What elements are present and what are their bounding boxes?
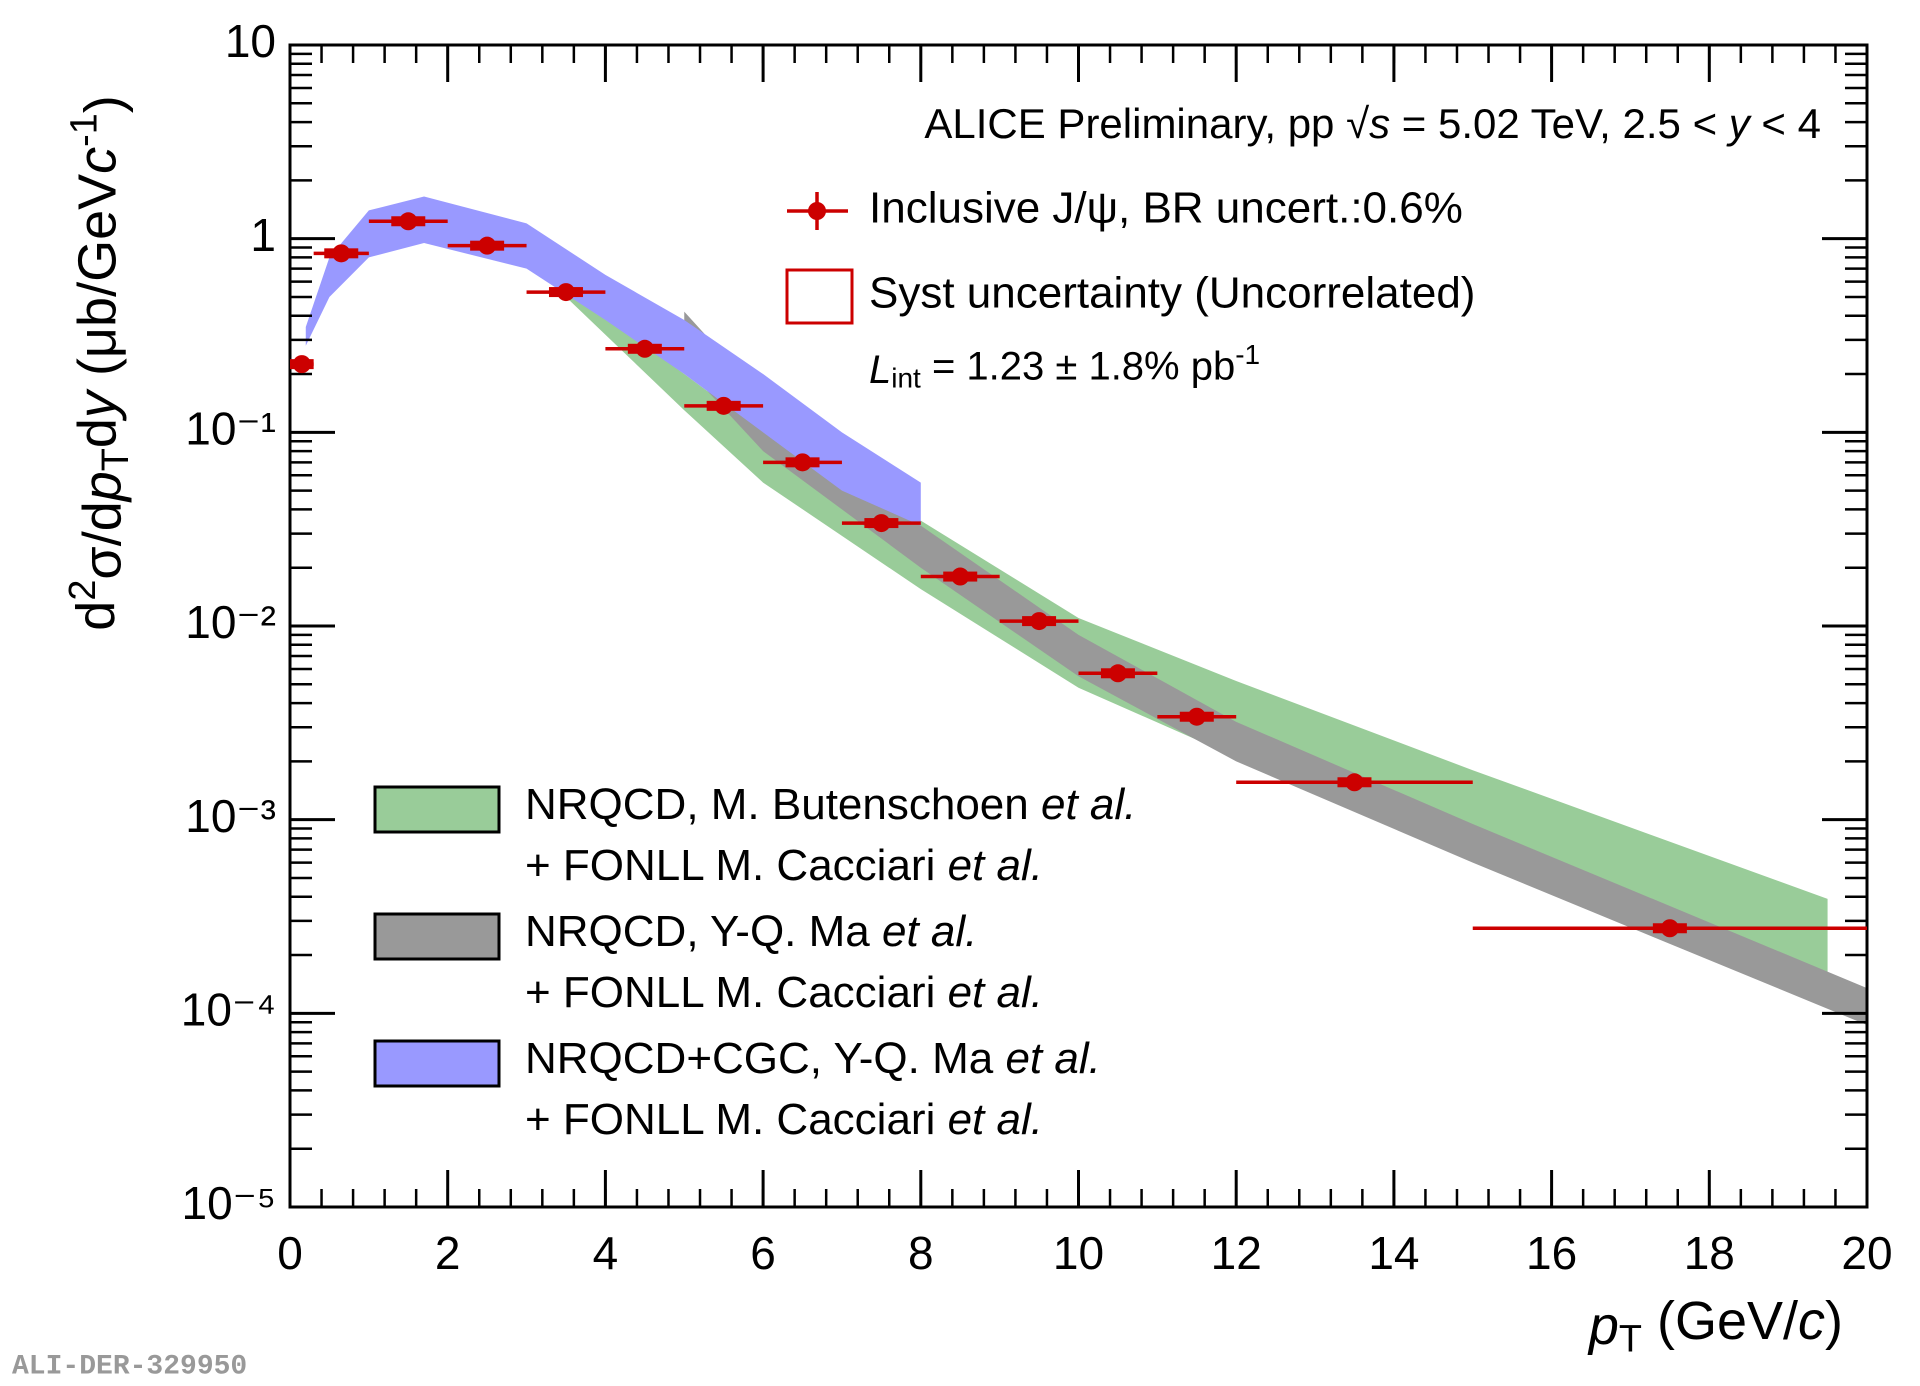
data-point <box>1345 773 1364 792</box>
data-point <box>872 514 891 533</box>
legend-swatch <box>373 1039 501 1088</box>
y-axis-label-part: T <box>95 448 137 471</box>
data-point <box>556 283 575 302</box>
legend-label: NRQCD+CGC, Y-Q. Ma et al. <box>525 1034 1101 1083</box>
annotation-part: < 4 <box>1750 100 1821 147</box>
watermark: ALI-DER-329950 <box>12 1351 247 1382</box>
y-tick-label: 10⁻⁵ <box>181 1177 276 1229</box>
y-tick-label: 10 <box>225 15 276 67</box>
y-tick-label: 1 <box>250 209 276 261</box>
annotation-part: = 5.02 TeV, 2.5 < <box>1390 100 1729 147</box>
x-tick-label: 10 <box>1053 1227 1104 1279</box>
data-point <box>332 244 351 263</box>
x-tick-label: 2 <box>435 1227 461 1279</box>
lumi-part: int <box>891 363 921 394</box>
legend-label: Syst uncertainty (Uncorrelated) <box>869 269 1475 318</box>
y-axis-label-part: c <box>68 147 128 174</box>
x-tick-label: 6 <box>750 1227 776 1279</box>
y-axis-label-part: (μb/GeV <box>68 174 128 391</box>
y-axis-label-part: σ/d <box>73 501 133 579</box>
data-point <box>793 453 812 472</box>
y-tick-label: 10⁻¹ <box>185 402 276 454</box>
x-axis-label-part: (GeV/ <box>1642 1291 1798 1351</box>
legend-label: NRQCD, Y-Q. Ma et al. <box>525 907 977 956</box>
data-point <box>1108 664 1127 683</box>
x-tick-label: 14 <box>1368 1227 1419 1279</box>
legend-label: + FONLL M. Cacciari et al. <box>525 841 1043 890</box>
annotation-part: ALICE Preliminary, pp <box>924 100 1346 147</box>
x-tick-label: 0 <box>277 1227 303 1279</box>
x-axis-label-part: T <box>1619 1318 1642 1360</box>
model-band <box>684 311 1867 1026</box>
data-point <box>1187 707 1206 726</box>
data-point <box>399 212 418 231</box>
y-axis-label-part: d <box>68 418 128 448</box>
data-point <box>1660 919 1679 938</box>
legend-label: NRQCD, M. Butenschoen et al. <box>525 780 1136 829</box>
x-tick-label: 18 <box>1684 1227 1735 1279</box>
legend-marker <box>808 202 826 220</box>
y-axis-label-part: ) <box>74 95 134 113</box>
x-tick-label: 16 <box>1526 1227 1577 1279</box>
legend-label: Inclusive J/ψ, BR uncert.:0.6% <box>869 184 1463 233</box>
data-point <box>292 355 311 374</box>
legend-label: + FONLL M. Cacciari et al. <box>525 1095 1043 1144</box>
y-axis-label-part: d <box>66 601 126 631</box>
legend-swatch <box>373 912 501 961</box>
x-tick-label: 20 <box>1841 1227 1892 1279</box>
data-point <box>714 396 733 415</box>
y-axis-label-part: y <box>68 388 128 422</box>
x-axis-label: pT (GeV/c) <box>1587 1291 1843 1360</box>
y-tick-label: 10⁻⁴ <box>181 983 276 1035</box>
y-tick-label: 10⁻² <box>185 596 276 648</box>
annotation-part: √ <box>1346 100 1370 147</box>
y-axis-label-part: -1 <box>63 113 105 147</box>
annotation-part: s <box>1369 100 1390 147</box>
legend-swatch <box>373 785 501 834</box>
data-point <box>635 339 654 358</box>
lumi-part: -1 <box>1235 340 1260 371</box>
y-tick-label: 10⁻³ <box>185 790 276 842</box>
x-axis-label-part: c <box>1798 1291 1825 1351</box>
lumi: Lint = 1.23 ± 1.8% pb-1 <box>869 340 1260 394</box>
x-axis-label-part: ) <box>1825 1291 1843 1351</box>
legend-marker <box>785 268 854 325</box>
model-band <box>305 196 921 526</box>
x-axis-label-part: p <box>1587 1296 1619 1356</box>
data-point <box>1030 612 1049 631</box>
legend-label: + FONLL M. Cacciari et al. <box>525 968 1043 1017</box>
y-axis-label-part: p <box>73 471 133 503</box>
model-band <box>565 288 1828 977</box>
y-axis-label-part: 2 <box>62 580 104 601</box>
x-tick-label: 4 <box>593 1227 619 1279</box>
y-axis-label: d2σ/dpTdy (μb/GeVc-1) <box>62 95 137 630</box>
data-point <box>951 567 970 586</box>
x-tick-label: 8 <box>908 1227 934 1279</box>
lumi-part: = 1.23 ± 1.8% pb <box>921 344 1235 388</box>
x-tick-label: 12 <box>1211 1227 1262 1279</box>
lumi-part: L <box>869 348 891 392</box>
annotation: ALICE Preliminary, pp √s = 5.02 TeV, 2.5… <box>924 100 1821 147</box>
data-point <box>478 236 497 255</box>
annotation-part: y <box>1726 100 1753 147</box>
